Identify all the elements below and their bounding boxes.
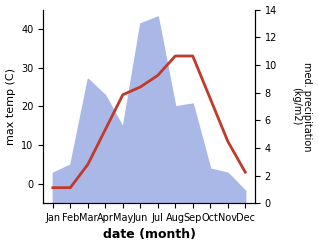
Y-axis label: med. precipitation
(kg/m2): med. precipitation (kg/m2) <box>291 62 313 151</box>
X-axis label: date (month): date (month) <box>102 228 196 242</box>
Y-axis label: max temp (C): max temp (C) <box>5 68 16 145</box>
